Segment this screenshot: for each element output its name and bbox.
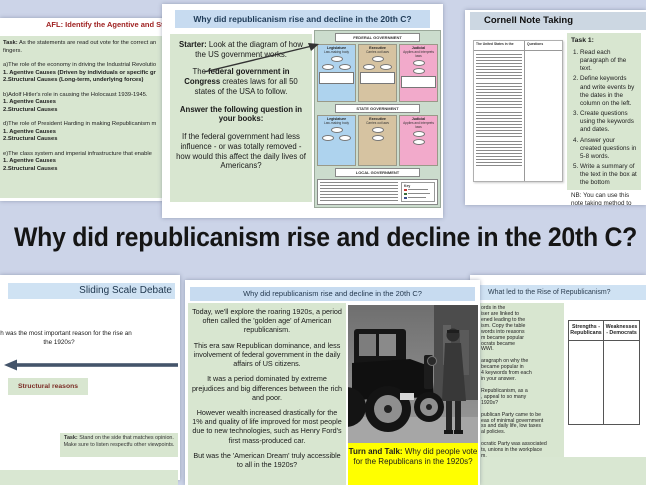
placeholder-text-lines [401,76,436,88]
nb-note: NB: You can use this note taking method … [571,191,632,205]
afl-item-heading: e)The class system and imperial infrastr… [3,150,152,157]
starter-slide-title: Why did republicanism rise and decline i… [175,10,430,28]
today-paragraph: But was the 'American Dream' truly acces… [193,450,341,470]
task1-steps: Read each paragraph of the text. Define … [571,49,637,188]
photo-man-with-model-t-car [348,305,478,443]
task-step: Define keywords and write events by the … [580,75,637,108]
slide-thumbnail-cornell[interactable]: Cornell Note Taking The United States in… [465,10,646,205]
afl-item-structural: 2.Structural Causes (Long-term, underlyi… [3,77,144,84]
afl-item-heading: d)The role of President Harding in makin… [3,121,157,128]
placeholder-text-lines [476,141,523,167]
afl-task-label: Task: [3,40,18,46]
task-step: Read each paragraph of the text. [580,49,637,74]
diagram-panel-legislature-state: Legislature Law-making body [317,115,356,166]
afl-item-structural: 2.Structural Causes [3,165,58,172]
federal-government-label: FEDERAL GOVERNMENT [335,33,420,42]
placeholder-text-lines [360,72,395,84]
slide-thumbnail-debate[interactable]: Sliding Scale Debate Which was the most … [0,275,180,480]
congress-text-bold: federal government in Congress [184,67,290,87]
us-government-diagram: FEDERAL GOVERNMENT Legislature Law-makin… [314,30,441,208]
turn-and-talk-box: Turn and Talk: Why did people vote for t… [348,443,478,485]
task-step: Create questions using the keywords and … [580,110,637,135]
today-paragraph: It was a period dominated by extreme pre… [191,374,343,402]
page-title: Why did republicanism rise and decline i… [14,222,638,252]
debate-slide-title: Sliding Scale Debate [8,283,175,299]
afl-item-d: d)The role of President Harding in makin… [3,121,167,144]
starter-box: Starter: Look at the diagram of how the … [170,34,312,202]
slide-thumbnail-roaring-1920s[interactable]: Why did republicanism rise and decline i… [185,280,480,485]
afl-task-text-2: fingers. [3,47,23,54]
cornell-task-box: Task 1: Read each paragraph of the text.… [567,33,641,205]
task-step: Answer your created questions in 5-8 wor… [580,137,637,162]
task-step: Write a summary of the text in the box a… [580,163,637,188]
placeholder-text-lines [476,83,523,109]
cropped-slide-strip [0,470,178,485]
afl-item-a: a)The role of the economy in driving the… [3,62,167,85]
afl-item-heading: b)Adolf Hitler's role in causing the Hol… [3,91,148,98]
turn-and-talk-question: Why did people vote for the Republicans … [353,447,478,467]
congress-text-rest: creates laws for all 50 states of the US… [194,77,298,96]
rise-instructions-box: ords in the iser are linked to ened lead… [478,303,564,460]
starter-question: If the federal government had less influ… [176,132,306,171]
local-government-label: LOCAL GOVERNMENT [335,168,420,177]
afl-item-b: b)Adolf Hitler's role in causing the Hol… [3,92,167,115]
today-paragraph: Today, we'll explore the roaring 1920s, … [192,307,342,335]
afl-item-structural: 2.Structural Causes [3,106,58,113]
afl-item-agentive: 1. Agentive Causes [3,158,56,165]
structural-reasons-label: Structural reasons [8,378,88,395]
placeholder-text-lines [320,182,398,202]
debate-question: Which was the most important reason for … [0,330,132,346]
task1-heading: Task 1: [571,37,594,44]
afl-item-heading: a)The role of the economy in driving the… [3,62,157,69]
doc-column-header: Questions [527,42,544,46]
cornell-notes-document: The United States in the Questions [473,40,563,182]
congress-text-pre: The [192,67,209,77]
cropped-slide-strip [480,457,646,485]
diagram-panel-judicial-state: Judicial Applies and interprets laws [399,115,438,166]
afl-item-structural: 2.Structural Causes [3,136,58,143]
afl-content-box: Task: As the statements are read out vot… [0,36,170,198]
slide-thumbnail-afl[interactable]: AFL: Identify the Agentive and Stru Task… [0,18,170,201]
debate-task-box: Task: Stand on the side that matches opi… [60,433,178,457]
empty-table-body [569,340,639,424]
afl-item-agentive: 1. Agentive Causes [3,99,56,106]
sliding-scale-arrow [4,359,178,371]
diagram-key: Key [401,182,435,202]
placeholder-text-lines [476,54,523,80]
today-paragraph: However wealth increased drastically for… [192,407,342,445]
doc-column-header: The United States in the [474,41,526,50]
placeholder-text-lines [476,112,523,138]
rise-slide-title: What led to the Rise of Republicanism? [478,285,646,300]
cornell-slide-title: Cornell Note Taking [470,12,646,30]
diagram-panel-legislature: Legislature Law-making body [317,44,356,103]
starter-text: Look at the diagram of how the US govern… [195,40,303,59]
pointer-arrow [203,43,319,73]
diagram-panel-judicial: Judicial Applies and interprets laws [399,44,438,103]
question-heading: Answer the following question in your bo… [179,104,303,124]
turn-and-talk-label: Turn and Talk: [348,447,403,456]
diagram-panel-executive: Executive Carries out laws [358,44,397,103]
state-government-label: STATE GOVERNMENT [335,104,420,114]
slide-thumbnail-rise-of-republicanism[interactable]: What led to the Rise of Republicanism? o… [470,275,646,485]
today-slide-title: Why did republicanism rise and decline i… [190,287,475,301]
local-government-box: Key [317,179,438,205]
placeholder-text-lines [319,72,354,84]
today-text-box: Today, we'll explore the roaring 1920s, … [188,303,346,485]
afl-slide-title: AFL: Identify the Agentive and Stru [46,20,170,29]
today-paragraph: This era saw Republican dominance, and l… [193,340,341,369]
slide-thumbnail-starter-diagram[interactable]: Why did republicanism rise and decline i… [162,4,443,218]
strengths-weaknesses-table: Strengths - Republicans Weaknesses - Dem… [568,320,640,425]
starter-label: Starter: [179,40,207,49]
table-column-header: Weaknesses - Democrats [605,324,638,337]
table-column-header: Strengths - Republicans [569,321,604,340]
afl-item-e: e)The class system and imperial infrastr… [3,151,167,174]
diagram-panel-executive-state: Executive Carries out laws [358,115,397,166]
afl-task-text: As the statements are read out vote for … [19,40,157,46]
key-label: Key [404,184,411,188]
afl-item-agentive: 1. Agentive Causes (Driven by individual… [3,69,156,76]
afl-item-agentive: 1. Agentive Causes [3,128,56,135]
